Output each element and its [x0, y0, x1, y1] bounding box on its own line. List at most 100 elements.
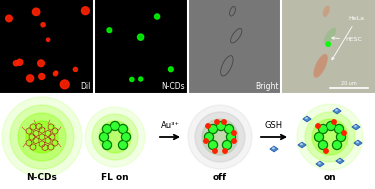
Circle shape — [27, 75, 34, 82]
Circle shape — [327, 122, 336, 130]
Circle shape — [39, 74, 45, 79]
Polygon shape — [356, 141, 358, 143]
Circle shape — [222, 140, 231, 149]
Ellipse shape — [314, 54, 328, 78]
Circle shape — [38, 60, 44, 67]
Circle shape — [104, 126, 110, 132]
Ellipse shape — [324, 28, 336, 44]
Circle shape — [60, 80, 69, 89]
Circle shape — [111, 122, 120, 130]
Circle shape — [13, 61, 18, 66]
Circle shape — [204, 139, 208, 143]
Circle shape — [2, 97, 82, 177]
Circle shape — [118, 125, 128, 133]
Polygon shape — [352, 124, 360, 130]
Circle shape — [318, 140, 327, 149]
Circle shape — [336, 126, 342, 132]
Circle shape — [53, 72, 57, 76]
Circle shape — [305, 112, 355, 162]
Circle shape — [315, 132, 324, 142]
Circle shape — [10, 105, 74, 169]
Text: HESC: HESC — [332, 37, 362, 42]
Circle shape — [208, 125, 232, 149]
Text: N-CDs: N-CDs — [27, 173, 57, 182]
Circle shape — [101, 134, 107, 140]
Bar — [188, 0, 281, 94]
Polygon shape — [305, 117, 308, 119]
Circle shape — [168, 67, 173, 72]
Circle shape — [99, 132, 108, 142]
Circle shape — [118, 140, 128, 149]
Text: Dil: Dil — [80, 82, 91, 91]
Circle shape — [324, 149, 328, 153]
Circle shape — [120, 142, 126, 148]
Circle shape — [338, 134, 344, 140]
Polygon shape — [298, 142, 306, 148]
Circle shape — [102, 140, 111, 149]
Circle shape — [223, 149, 227, 153]
Text: on: on — [324, 173, 336, 182]
Circle shape — [92, 114, 138, 160]
Polygon shape — [318, 163, 320, 164]
Circle shape — [225, 125, 234, 133]
Text: Bright: Bright — [255, 82, 278, 91]
Circle shape — [224, 142, 230, 148]
Circle shape — [188, 105, 252, 169]
Circle shape — [154, 14, 160, 19]
Circle shape — [206, 124, 210, 128]
Ellipse shape — [323, 5, 330, 17]
Circle shape — [18, 113, 66, 161]
Circle shape — [320, 126, 326, 132]
Circle shape — [107, 28, 112, 33]
Circle shape — [102, 125, 111, 133]
Circle shape — [332, 120, 336, 124]
Circle shape — [222, 120, 226, 124]
Circle shape — [74, 67, 77, 71]
Polygon shape — [354, 125, 356, 127]
Circle shape — [316, 134, 322, 140]
Circle shape — [210, 142, 216, 148]
Polygon shape — [335, 109, 338, 111]
Circle shape — [228, 134, 234, 140]
Circle shape — [202, 119, 238, 155]
Circle shape — [232, 139, 236, 143]
Text: off: off — [213, 173, 227, 182]
Circle shape — [210, 126, 216, 132]
Circle shape — [99, 121, 131, 153]
Circle shape — [85, 107, 145, 167]
Circle shape — [54, 71, 58, 74]
Circle shape — [226, 132, 236, 142]
Circle shape — [312, 119, 348, 155]
Circle shape — [336, 132, 345, 142]
Polygon shape — [300, 143, 302, 145]
Circle shape — [318, 125, 327, 133]
Circle shape — [104, 142, 110, 148]
Circle shape — [213, 149, 217, 153]
Circle shape — [32, 8, 40, 15]
Circle shape — [130, 77, 134, 81]
Circle shape — [216, 122, 225, 130]
Polygon shape — [316, 161, 324, 167]
Circle shape — [326, 42, 330, 46]
Bar — [281, 0, 375, 94]
Circle shape — [123, 134, 129, 140]
Circle shape — [334, 125, 344, 133]
Bar — [94, 0, 188, 94]
Circle shape — [320, 142, 326, 148]
Circle shape — [202, 119, 238, 155]
Circle shape — [26, 121, 58, 153]
Circle shape — [333, 140, 342, 149]
Text: 20 um: 20 um — [341, 81, 357, 86]
Circle shape — [204, 132, 213, 142]
Text: HeLa: HeLa — [332, 16, 365, 60]
Circle shape — [297, 104, 363, 170]
Circle shape — [139, 77, 143, 81]
Text: Au³⁺: Au³⁺ — [160, 121, 180, 130]
Circle shape — [41, 23, 45, 27]
Text: GSH: GSH — [265, 121, 283, 130]
Circle shape — [120, 126, 126, 132]
Polygon shape — [270, 146, 278, 152]
Polygon shape — [272, 147, 274, 149]
Text: N-CDs: N-CDs — [161, 82, 184, 91]
Circle shape — [209, 125, 218, 133]
